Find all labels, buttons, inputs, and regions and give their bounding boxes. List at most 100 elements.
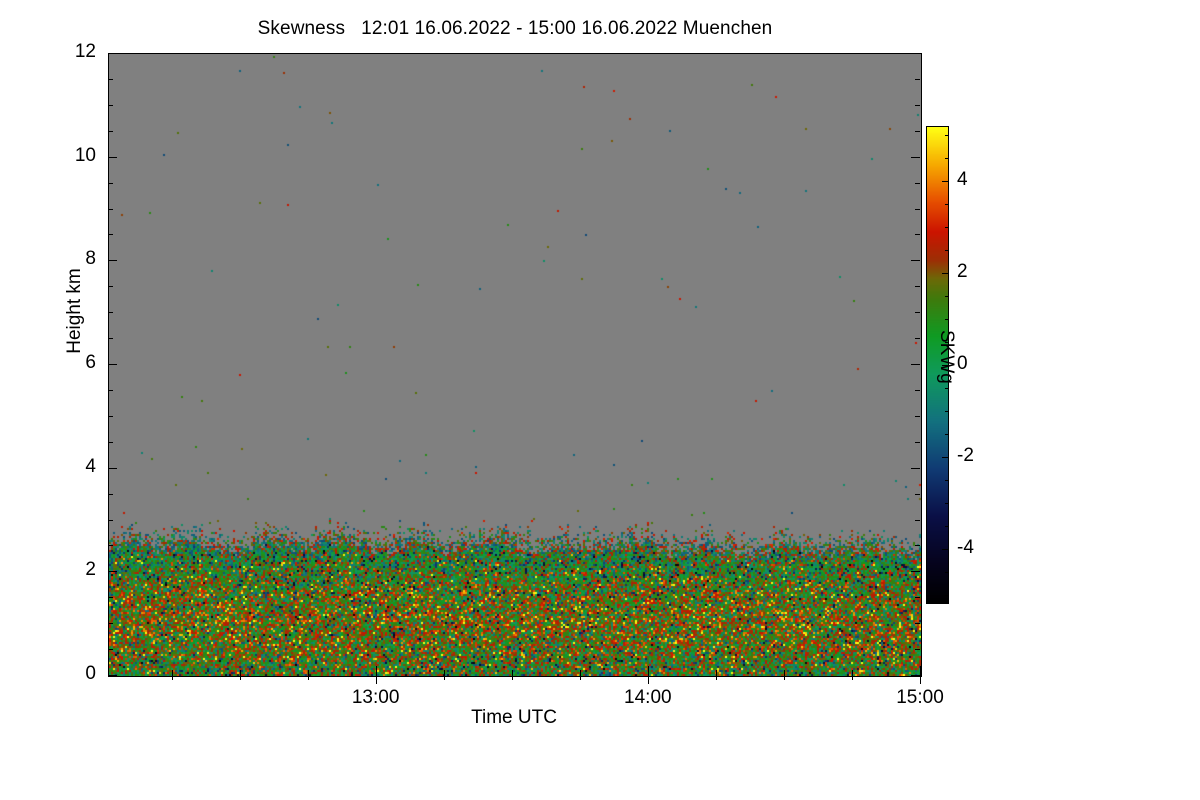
- colorbar-tick-major: [942, 181, 949, 182]
- y-axis-tick-right: [911, 675, 920, 676]
- x-axis-tick-major: [376, 666, 377, 675]
- x-axis-tick-bottom: [920, 675, 921, 684]
- y-axis-tick-right: [915, 442, 920, 443]
- y-axis-tick-minor: [108, 338, 113, 339]
- colorbar-tick-minor: [945, 204, 949, 205]
- y-axis-tick-major: [108, 468, 117, 469]
- x-axis-tick-bottom: [172, 675, 173, 680]
- y-axis-tick-label: 6: [85, 352, 96, 373]
- x-axis-tick-minor: [240, 670, 241, 675]
- y-axis-tick-minor: [108, 209, 113, 210]
- x-axis-tick-minor: [172, 670, 173, 675]
- y-axis-tick-right: [915, 286, 920, 287]
- colorbar-tick-label: 4: [957, 169, 968, 191]
- y-axis-title: Height km: [64, 268, 85, 354]
- x-axis-tick-label: 14:00: [624, 687, 672, 708]
- x-axis-title: Time UTC: [471, 707, 557, 728]
- x-axis-tick-label: 15:00: [896, 687, 944, 708]
- y-axis-tick-minor: [108, 234, 113, 235]
- y-axis-tick-major: [108, 260, 117, 261]
- page-title: Skewness 12:01 16.06.2022 - 15:00 16.06.…: [257, 18, 773, 39]
- y-axis-tick-minor: [108, 545, 113, 546]
- colorbar-tick-minor: [945, 227, 949, 228]
- y-axis-tick-minor: [108, 79, 113, 80]
- colorbar-tick-minor: [945, 434, 949, 435]
- y-axis-tick-minor: [108, 442, 113, 443]
- x-axis-tick-minor: [580, 670, 581, 675]
- colorbar-tick-minor: [945, 319, 949, 320]
- y-axis-tick-minor: [108, 416, 113, 417]
- colorbar-tick-label: -2: [957, 444, 974, 466]
- y-axis-tick-label: 0: [85, 663, 96, 684]
- colorbar-tick-major: [942, 549, 949, 550]
- x-axis-tick-bottom: [580, 675, 581, 680]
- y-axis-tick-minor: [108, 183, 113, 184]
- colorbar-tick-minor: [945, 526, 949, 527]
- colorbar-tick-major: [942, 273, 949, 274]
- colorbar-tick-label: -4: [957, 536, 974, 558]
- colorbar-tick-minor: [945, 572, 949, 573]
- y-axis-tick-minor: [108, 494, 113, 495]
- x-axis-tick-bottom: [308, 675, 309, 680]
- y-axis-tick-right: [915, 183, 920, 184]
- colorbar-tick-minor: [945, 296, 949, 297]
- heatmap-canvas: [109, 54, 921, 676]
- y-axis-tick-right: [911, 571, 920, 572]
- x-axis-tick-minor: [308, 670, 309, 675]
- y-axis-tick-label: 2: [85, 559, 96, 581]
- y-axis-tick-right: [911, 260, 920, 261]
- y-axis-tick-right: [915, 649, 920, 650]
- y-axis-tick-right: [915, 623, 920, 624]
- y-axis-tick-right: [915, 494, 920, 495]
- x-axis-tick-bottom: [444, 675, 445, 680]
- y-axis-tick-minor: [108, 623, 113, 624]
- y-axis-tick-right: [915, 520, 920, 521]
- y-axis-tick-right: [915, 234, 920, 235]
- colorbar-tick-minor: [945, 158, 949, 159]
- x-axis-tick-minor: [716, 670, 717, 675]
- y-axis-tick-major: [108, 53, 117, 54]
- y-axis-tick-right: [911, 364, 920, 365]
- y-axis-tick-right: [915, 209, 920, 210]
- y-axis-tick-right: [911, 468, 920, 469]
- colorbar-tick-minor: [945, 250, 949, 251]
- x-axis-tick-minor: [512, 670, 513, 675]
- y-axis-tick-right: [915, 131, 920, 132]
- y-axis-tick-minor: [108, 286, 113, 287]
- x-axis-tick-bottom: [784, 675, 785, 680]
- x-axis-tick-minor: [444, 670, 445, 675]
- x-axis-tick-label: 13:00: [351, 687, 400, 708]
- colorbar-tick-label: 2: [957, 261, 968, 283]
- y-axis-tick-minor: [108, 312, 113, 313]
- y-axis-tick-major: [108, 571, 117, 572]
- y-axis-tick-right: [915, 338, 920, 339]
- colorbar-tick-label: 0: [957, 353, 968, 374]
- y-axis-tick-right: [915, 390, 920, 391]
- x-axis-tick-bottom: [716, 675, 717, 680]
- x-axis-tick-bottom: [648, 675, 649, 684]
- x-axis-tick-minor: [852, 670, 853, 675]
- x-axis-tick-bottom: [852, 675, 853, 680]
- x-axis-tick-bottom: [376, 675, 377, 684]
- colorbar-title: SKWg: [936, 330, 957, 384]
- y-axis-tick-right: [915, 416, 920, 417]
- colorbar-tick-major: [942, 365, 949, 366]
- x-axis-tick-major: [648, 666, 649, 675]
- y-axis-tick-label: 10: [74, 144, 96, 166]
- y-axis-tick-right: [911, 53, 920, 54]
- y-axis-tick-right: [915, 597, 920, 598]
- y-axis-tick-minor: [108, 105, 113, 106]
- colorbar-tick-minor: [945, 342, 949, 343]
- colorbar-tick-minor: [945, 135, 949, 136]
- y-axis-tick-label: 4: [85, 455, 96, 477]
- y-axis-tick-minor: [108, 597, 113, 598]
- colorbar-tick-minor: [945, 480, 949, 481]
- colorbar-tick-major: [942, 457, 949, 458]
- y-axis-tick-minor: [108, 390, 113, 391]
- y-axis-tick-label: 8: [85, 248, 96, 270]
- x-axis-tick-minor: [784, 670, 785, 675]
- heatmap-plot-area: [108, 53, 922, 677]
- y-axis-tick-right: [915, 545, 920, 546]
- colorbar-tick-minor: [945, 503, 949, 504]
- y-axis-tick-minor: [108, 649, 113, 650]
